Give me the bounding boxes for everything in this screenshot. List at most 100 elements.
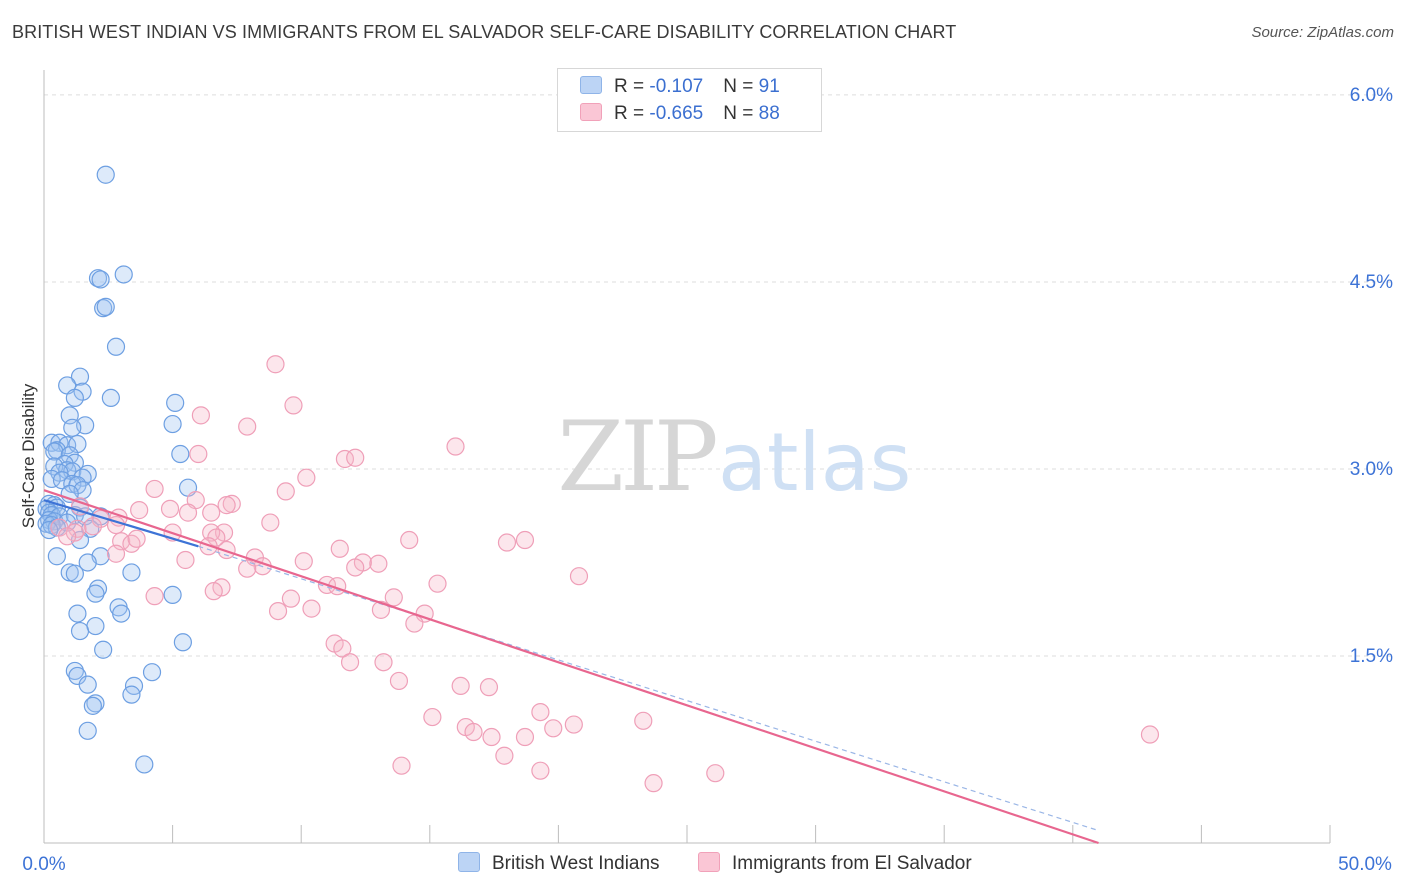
trend-line-pink	[43, 489, 1099, 845]
point-british-west-indian	[101, 388, 120, 408]
point-immigrant-el-salvador	[515, 530, 535, 550]
point-british-west-indian	[78, 721, 97, 740]
point-immigrant-el-salvador	[428, 574, 447, 593]
point-immigrant-el-salvador	[106, 544, 126, 563]
axes	[43, 70, 1331, 844]
point-british-west-indian	[86, 616, 105, 636]
legend-swatch-blue	[580, 76, 602, 94]
point-british-west-indian	[70, 367, 90, 386]
point-immigrant-el-salvador	[238, 417, 257, 436]
legend-row-pink: R = -0.665 N = 88	[580, 103, 780, 125]
point-immigrant-el-salvador	[482, 727, 501, 747]
trend-line-blue	[43, 499, 199, 548]
point-immigrant-el-salvador	[302, 599, 321, 618]
point-immigrant-el-salvador	[384, 588, 403, 607]
point-immigrant-el-salvador	[83, 517, 102, 536]
point-british-west-indian	[142, 663, 162, 682]
legend-r-label: R =	[614, 103, 650, 124]
point-immigrant-el-salvador	[531, 761, 550, 780]
point-british-west-indian	[70, 621, 90, 641]
point-british-west-indian	[65, 661, 84, 681]
point-british-west-indian	[86, 694, 105, 713]
point-immigrant-el-salvador	[333, 639, 352, 658]
point-immigrant-el-salvador	[515, 727, 535, 747]
trend-line-blue-extension	[198, 545, 1099, 832]
point-immigrant-el-salvador	[346, 448, 365, 467]
point-immigrant-el-salvador	[261, 513, 280, 532]
point-immigrant-el-salvador	[202, 503, 221, 522]
point-immigrant-el-salvador	[374, 653, 393, 672]
point-british-west-indian	[96, 297, 115, 316]
point-immigrant-el-salvador	[191, 406, 210, 425]
point-immigrant-el-salvador	[127, 529, 146, 548]
point-british-west-indian	[88, 579, 108, 598]
bottom-legend-label-blue: British West Indians	[492, 853, 660, 874]
point-immigrant-el-salvador	[405, 614, 424, 633]
point-immigrant-el-salvador	[176, 550, 195, 570]
point-immigrant-el-salvador	[392, 756, 411, 775]
legend-n-value: 88	[758, 103, 780, 124]
point-immigrant-el-salvador	[238, 559, 257, 578]
x-tick-label: 0.0%	[22, 854, 65, 875]
point-british-west-indian	[47, 547, 66, 566]
point-british-west-indian	[135, 755, 154, 774]
point-british-west-indian	[65, 564, 84, 583]
point-immigrant-el-salvador	[281, 589, 301, 608]
point-immigrant-el-salvador	[284, 396, 303, 415]
point-immigrant-el-salvador	[294, 552, 313, 571]
point-immigrant-el-salvador	[340, 653, 360, 672]
point-immigrant-el-salvador	[564, 715, 583, 734]
legend-r-label: R =	[614, 76, 650, 97]
y-axis-title: Self-Care Disability	[19, 383, 38, 528]
y-tick-label: 1.5%	[1350, 646, 1393, 667]
point-immigrant-el-salvador	[276, 482, 295, 501]
bottom-legend-swatch-pink	[698, 852, 720, 872]
watermark: ZIP atlas	[557, 401, 911, 513]
point-immigrant-el-salvador	[464, 722, 483, 742]
point-immigrant-el-salvador	[330, 539, 349, 558]
point-british-west-indian	[45, 442, 64, 461]
grid-lines	[44, 94, 1392, 657]
point-immigrant-el-salvador	[268, 601, 288, 621]
point-immigrant-el-salvador	[217, 496, 236, 515]
bottom-legend-swatch-blue	[458, 852, 480, 872]
point-british-west-indian	[78, 675, 97, 694]
bottom-legend-pink: Immigrants from El Salvador	[698, 852, 972, 875]
point-immigrant-el-salvador	[644, 774, 663, 793]
x-tick-label: 50.0%	[1338, 854, 1392, 875]
point-immigrant-el-salvador	[202, 523, 221, 542]
point-british-west-indian	[163, 414, 182, 434]
point-immigrant-el-salvador	[266, 355, 285, 374]
point-immigrant-el-salvador	[189, 444, 208, 464]
point-immigrant-el-salvador	[706, 764, 725, 783]
point-immigrant-el-salvador	[130, 501, 149, 520]
axis-labels: 1.5% 3.0% 4.5% 6.0% 0.0% 50.0% Self-Care Disab…	[19, 85, 1393, 875]
point-british-west-indian	[91, 270, 110, 289]
bottom-legend-label-pink: Immigrants from El Salvador	[732, 853, 972, 874]
y-tick-label: 4.5%	[1350, 272, 1393, 293]
point-immigrant-el-salvador	[389, 671, 409, 691]
point-british-west-indian	[106, 337, 126, 356]
point-british-west-indian	[63, 418, 82, 437]
point-british-west-indian	[122, 563, 141, 582]
legend-r-value: -0.665	[649, 103, 704, 124]
point-british-west-indian	[171, 444, 190, 464]
point-british-west-indian	[112, 604, 131, 623]
trend-lines	[43, 489, 1099, 845]
y-tick-label: 3.0%	[1350, 459, 1393, 480]
legend-swatch-pink	[580, 103, 602, 121]
source-label: Source: ZipAtlas.com	[1251, 24, 1394, 41]
point-immigrant-el-salvador	[371, 600, 391, 619]
point-immigrant-el-salvador	[297, 468, 316, 487]
point-immigrant-el-salvador	[369, 554, 388, 573]
point-immigrant-el-salvador	[446, 437, 465, 456]
point-british-west-indian	[96, 165, 115, 184]
point-british-west-indian	[65, 388, 84, 408]
point-immigrant-el-salvador	[1140, 725, 1160, 744]
point-immigrant-el-salvador	[122, 534, 141, 553]
point-british-west-indian	[114, 265, 133, 284]
point-immigrant-el-salvador	[400, 530, 419, 550]
point-immigrant-el-salvador	[160, 499, 180, 518]
point-immigrant-el-salvador	[423, 707, 442, 727]
